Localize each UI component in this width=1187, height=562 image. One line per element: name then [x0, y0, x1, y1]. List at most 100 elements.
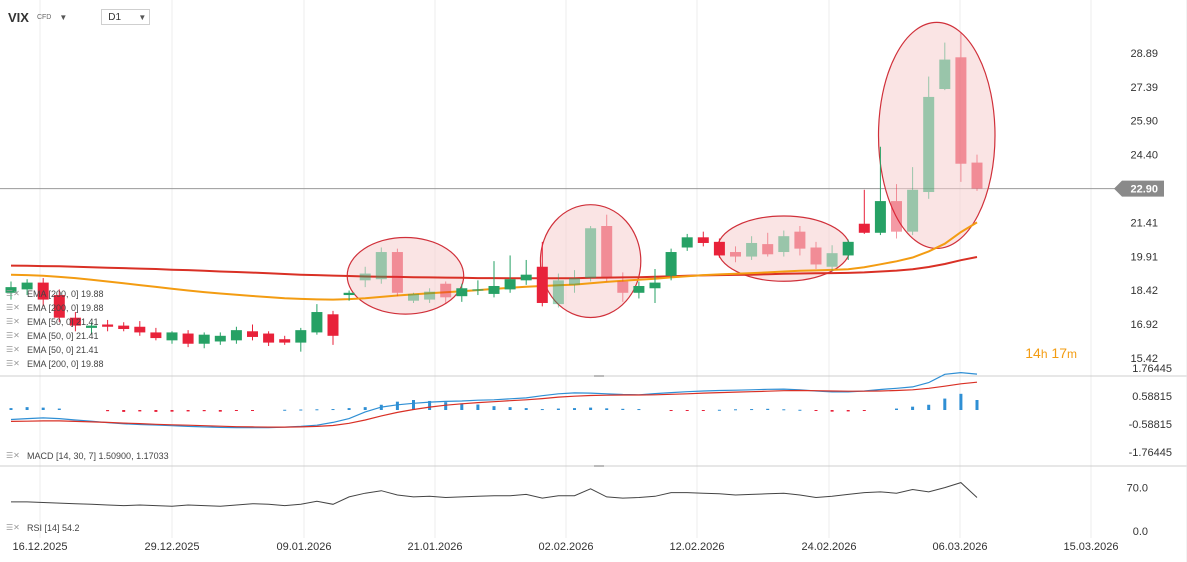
candle — [730, 246, 741, 263]
candle — [552, 273, 564, 308]
candle — [971, 154, 983, 191]
candle-body — [617, 281, 629, 293]
candle — [488, 261, 500, 298]
x-tick-label: 16.12.2025 — [12, 541, 67, 553]
macd-histogram-bar — [234, 410, 238, 411]
legend-item[interactable]: ☰✕ EMA [200, 0] 19.88 — [6, 289, 104, 299]
x-tick-label: 02.02.2026 — [538, 541, 593, 553]
candle — [874, 146, 886, 236]
candle-body — [5, 287, 17, 293]
candle-body — [118, 325, 130, 330]
legend-item[interactable]: ☰✕ EMA [50, 0] 21.41 — [6, 331, 99, 341]
candle — [375, 247, 387, 284]
macd-tick-label: -0.58815 — [1129, 419, 1172, 431]
candle-body — [391, 252, 403, 293]
macd-histogram-bar — [556, 408, 560, 410]
candle — [826, 245, 838, 272]
macd-histogram-bar — [701, 410, 705, 411]
macd-histogram-bar — [814, 410, 818, 411]
candle-body — [794, 231, 806, 249]
candle — [713, 238, 725, 258]
candle-body — [21, 282, 33, 290]
legend-item[interactable]: ☰✕ EMA [50, 0] 21.41 — [6, 345, 99, 355]
candle-body — [247, 331, 258, 337]
y-tick-label: 18.42 — [1130, 285, 1158, 297]
x-tick-label: 21.01.2026 — [407, 541, 462, 553]
highlight-ellipses — [346, 21, 996, 319]
candle — [263, 331, 275, 346]
candle — [247, 324, 258, 341]
candle — [5, 281, 17, 300]
panel-resize-handle[interactable] — [594, 375, 604, 377]
candle-body — [263, 333, 275, 343]
candle — [327, 310, 339, 345]
panel-resize-handle[interactable] — [594, 465, 604, 467]
candle — [118, 322, 130, 332]
candle-body — [585, 228, 597, 279]
candle — [907, 167, 919, 236]
rsi-tick-label: 70.0 — [1127, 483, 1148, 495]
candle-body — [230, 330, 242, 341]
rsi-panel — [11, 482, 978, 507]
candle — [569, 270, 580, 293]
timeframe-select[interactable]: D1 ▼ — [101, 9, 151, 25]
candle — [794, 225, 806, 256]
candle-body — [665, 252, 677, 276]
candle — [633, 281, 645, 299]
candle — [134, 321, 146, 336]
macd-histogram-bar — [717, 409, 721, 411]
indicator-settings-icon[interactable]: ☰✕ — [6, 303, 20, 312]
macd-legend[interactable]: ☰✕ MACD [14, 30, 7] 1.50900, 1.17033 — [6, 451, 169, 461]
macd-histogram-bar — [846, 410, 850, 412]
candle — [536, 241, 548, 307]
candle-body — [520, 274, 532, 281]
candle — [649, 269, 661, 303]
macd-histogram-bar — [637, 409, 641, 411]
legend-item[interactable]: ☰✕ EMA [200, 0] 19.88 — [6, 303, 104, 313]
candle-body — [891, 201, 902, 232]
macd-line — [10, 371, 978, 429]
candle-body — [102, 324, 114, 327]
macd-tick-label: 1.76445 — [1132, 363, 1172, 375]
candle-body — [375, 252, 387, 280]
legend-item[interactable]: ☰✕ EMA [50, 0] 21.41 — [6, 317, 99, 327]
candle-body — [569, 278, 580, 285]
candle — [214, 332, 226, 345]
candle — [408, 292, 419, 303]
indicator-settings-icon[interactable]: ☰✕ — [6, 289, 20, 298]
macd-histogram-bar — [540, 409, 544, 411]
highlight-ellipse — [539, 204, 642, 319]
indicator-settings-icon[interactable]: ☰✕ — [6, 523, 20, 532]
candle-body — [536, 266, 548, 303]
candle-body — [311, 312, 323, 333]
symbol-name[interactable]: VIX — [8, 9, 29, 25]
indicator-settings-icon[interactable]: ☰✕ — [6, 451, 20, 460]
x-tick-label: 24.02.2026 — [801, 541, 856, 553]
candle-body — [359, 273, 371, 281]
candle-body — [456, 288, 468, 297]
symbol-dropdown-icon[interactable]: ▼ — [59, 12, 68, 22]
instrument-type: CFD — [36, 13, 52, 21]
candle-body — [907, 189, 919, 232]
rsi-legend[interactable]: ☰✕ RSI [14] 54.2 — [6, 523, 80, 533]
candle — [585, 225, 597, 282]
legend-item[interactable]: ☰✕ EMA [200, 0] 19.88 — [6, 359, 104, 369]
candle-body — [713, 241, 725, 256]
macd-histogram-bar — [363, 407, 367, 410]
macd-histogram-bar — [428, 400, 432, 410]
indicator-settings-icon[interactable]: ☰✕ — [6, 345, 20, 354]
indicator-settings-icon[interactable]: ☰✕ — [6, 359, 20, 368]
candle — [440, 281, 452, 305]
candle-body — [778, 236, 790, 253]
macd-signal-line — [10, 381, 978, 428]
candle — [456, 283, 468, 302]
indicator-settings-icon[interactable]: ☰✕ — [6, 317, 20, 326]
macd-tick-label: 0.58815 — [1132, 391, 1172, 403]
candle-body — [649, 282, 661, 289]
candle — [198, 332, 210, 349]
indicator-settings-icon[interactable]: ☰✕ — [6, 331, 20, 340]
candle-body — [601, 225, 613, 277]
candle-body — [923, 96, 935, 193]
macd-histogram-bar — [524, 408, 528, 410]
